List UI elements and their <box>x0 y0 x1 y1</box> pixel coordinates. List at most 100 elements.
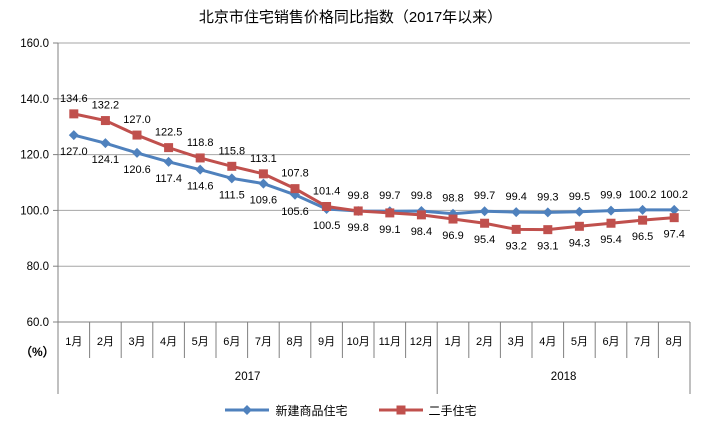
data-label-secondhand: 132.2 <box>92 100 120 112</box>
data-point-diamond-marker <box>511 207 522 218</box>
data-point-diamond-marker <box>100 138 111 149</box>
legend-label-secondhand: 二手住宅 <box>428 403 477 418</box>
x-axis-month-label: 6月 <box>223 336 240 348</box>
data-label-secondhand: 95.4 <box>600 234 621 246</box>
legend-label-new-homes: 新建商品住宅 <box>275 403 348 418</box>
x-axis-month-label: 7月 <box>634 336 651 348</box>
data-label-new-homes: 99.7 <box>379 190 400 202</box>
data-point-square-marker <box>669 213 679 223</box>
data-label-secondhand: 96.5 <box>632 231 653 243</box>
data-point-square-marker <box>448 214 458 224</box>
x-axis-month-label: 5月 <box>192 336 209 348</box>
x-axis-month-label: 5月 <box>571 336 588 348</box>
data-label-new-homes: 99.4 <box>505 191 526 203</box>
x-axis-month-label: 2月 <box>476 336 493 348</box>
data-point-square-marker <box>385 208 395 218</box>
x-axis-month-label: 3月 <box>508 336 525 348</box>
data-label-secondhand: 93.1 <box>537 241 558 253</box>
x-axis-month-label: 1月 <box>444 336 461 348</box>
data-point-square-marker <box>416 210 426 220</box>
data-label-new-homes: 105.6 <box>281 206 309 218</box>
x-axis-month-label: 10月 <box>347 336 370 348</box>
x-axis-month-label: 12月 <box>410 336 433 348</box>
data-label-new-homes: 127.0 <box>60 146 88 158</box>
y-axis-tick-label: 120.0 <box>20 150 49 162</box>
data-label-secondhand: 99.8 <box>347 190 368 202</box>
data-label-new-homes: 120.6 <box>123 164 151 176</box>
x-axis-month-label: 2月 <box>97 336 114 348</box>
y-axis-unit-label: （%） <box>20 344 55 359</box>
data-label-secondhand: 127.0 <box>123 114 151 126</box>
x-axis-year-label: 2017 <box>235 371 261 383</box>
data-point-square-marker <box>543 225 553 235</box>
data-point-square-marker <box>164 143 174 153</box>
data-point-diamond-marker <box>542 207 553 218</box>
data-label-new-homes: 111.5 <box>219 189 245 201</box>
diamond-marker-icon <box>242 405 253 415</box>
data-point-square-marker <box>353 206 363 216</box>
x-axis-month-label: 3月 <box>128 336 145 348</box>
x-axis-month-label: 1月 <box>65 336 82 348</box>
y-axis-tick-label: 140.0 <box>20 94 49 106</box>
data-label-secondhand: 98.4 <box>411 226 432 238</box>
chart-title: 北京市住宅销售价格同比指数（2017年以来） <box>198 9 503 26</box>
data-point-diamond-marker <box>637 204 648 215</box>
data-point-square-marker <box>511 224 521 234</box>
data-label-secondhand: 134.6 <box>60 93 88 105</box>
data-point-diamond-marker <box>163 156 174 167</box>
data-label-secondhand: 93.2 <box>505 240 526 252</box>
line-square-marker-icon <box>378 405 423 415</box>
data-label-new-homes: 100.2 <box>629 189 657 201</box>
data-label-new-homes: 99.5 <box>569 191 590 203</box>
data-point-square-marker <box>100 116 110 126</box>
data-label-secondhand: 95.4 <box>474 234 495 246</box>
data-label-new-homes: 99.8 <box>411 190 432 202</box>
data-label-new-homes: 114.6 <box>187 181 214 193</box>
data-point-square-marker <box>195 153 205 163</box>
series-line-square <box>73 112 675 232</box>
y-axis-tick-label: 60.0 <box>27 317 49 329</box>
data-point-diamond-marker <box>606 205 616 216</box>
data-label-secondhand: 97.4 <box>663 229 684 241</box>
x-axis-month-label: 8月 <box>286 336 303 348</box>
x-axis-year-label: 2018 <box>551 371 577 383</box>
x-axis-month-label: 7月 <box>255 336 272 348</box>
data-point-square-marker <box>638 215 648 225</box>
x-axis-month-label: 4月 <box>539 336 556 348</box>
data-point-square-marker <box>290 184 300 194</box>
data-label-new-homes: 99.3 <box>537 191 558 203</box>
data-label-secondhand: 107.8 <box>281 168 309 180</box>
data-label-new-homes: 98.8 <box>442 193 463 205</box>
data-label-new-homes: 109.6 <box>250 195 278 207</box>
data-point-square-marker <box>227 161 237 171</box>
data-label-new-homes: 124.1 <box>92 154 120 166</box>
x-axis-month-label: 8月 <box>666 336 683 348</box>
data-label-secondhand: 99.1 <box>379 224 400 236</box>
data-label-secondhand: 96.9 <box>442 230 463 242</box>
x-axis-month-label: 9月 <box>318 336 335 348</box>
data-label-secondhand: 113.1 <box>250 153 277 165</box>
y-axis-tick-label: 160.0 <box>20 38 49 50</box>
legend-item-new-homes: 新建商品住宅 <box>224 402 348 419</box>
data-point-square-marker <box>574 221 584 231</box>
data-label-new-homes: 99.7 <box>474 190 495 202</box>
data-point-diamond-marker <box>132 147 142 158</box>
line-diamond-marker-icon <box>225 405 270 415</box>
data-point-diamond-marker <box>669 204 680 215</box>
data-label-secondhand: 101.4 <box>313 185 341 197</box>
data-label-secondhand: 94.3 <box>569 237 590 249</box>
data-label-new-homes: 100.5 <box>313 220 341 232</box>
x-axis-month-label: 11月 <box>379 336 401 348</box>
data-label-new-homes: 99.8 <box>347 222 368 234</box>
x-axis-month-label: 6月 <box>602 336 619 348</box>
legend-item-secondhand: 二手住宅 <box>378 402 477 419</box>
data-point-square-marker <box>322 201 332 211</box>
data-point-diamond-marker <box>195 164 206 175</box>
data-point-square-marker <box>258 169 268 179</box>
y-axis-tick-label: 100.0 <box>20 205 49 217</box>
data-point-square-marker <box>132 130 142 140</box>
data-point-square-marker <box>606 218 616 228</box>
data-point-diamond-marker <box>68 130 79 141</box>
